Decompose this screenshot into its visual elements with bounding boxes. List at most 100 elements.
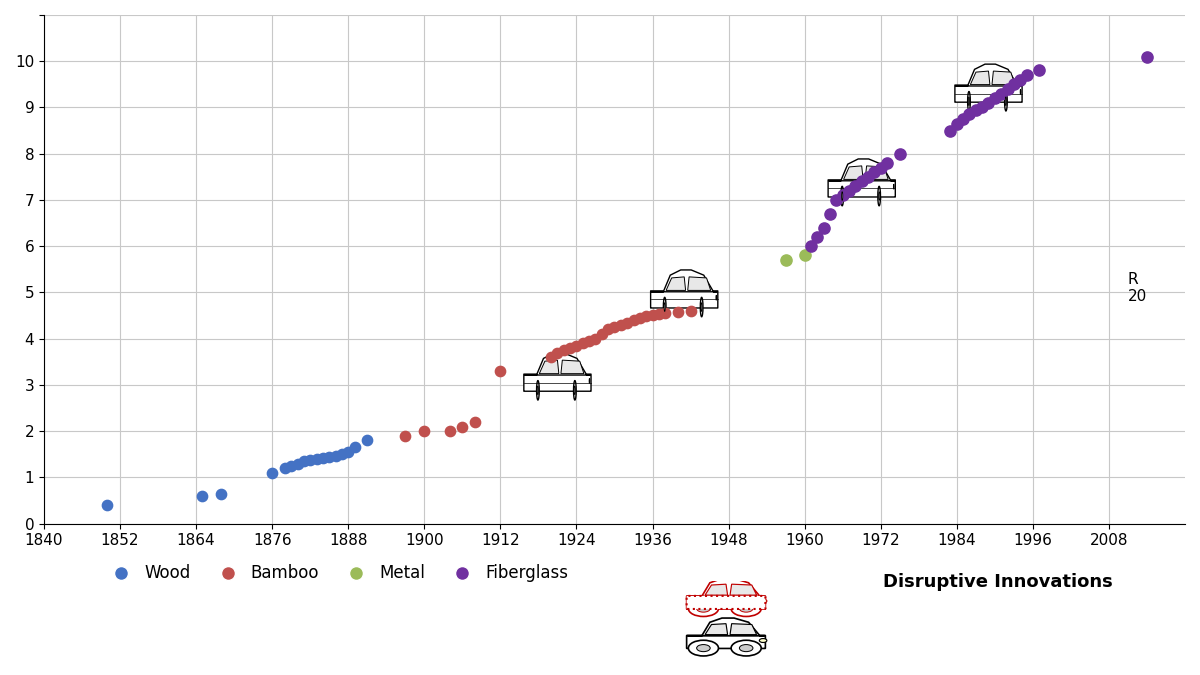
- Circle shape: [760, 599, 767, 603]
- Point: [960, 109, 979, 120]
- Point: [288, 458, 307, 469]
- Point: [1010, 74, 1030, 85]
- Circle shape: [739, 605, 752, 612]
- FancyBboxPatch shape: [686, 596, 766, 609]
- Point: [97, 500, 116, 510]
- Point: [985, 93, 1004, 104]
- Point: [630, 313, 649, 323]
- Point: [840, 186, 859, 196]
- Point: [452, 421, 472, 432]
- Circle shape: [1004, 92, 1007, 111]
- Point: [808, 232, 827, 242]
- Point: [193, 491, 212, 502]
- Polygon shape: [992, 71, 1015, 84]
- Point: [396, 431, 415, 441]
- Point: [814, 222, 833, 233]
- Point: [282, 460, 301, 471]
- Polygon shape: [730, 584, 757, 595]
- Point: [1004, 79, 1024, 90]
- Polygon shape: [730, 624, 757, 634]
- Circle shape: [841, 186, 844, 206]
- Point: [966, 105, 985, 115]
- Polygon shape: [666, 277, 685, 290]
- Polygon shape: [706, 584, 727, 595]
- Point: [655, 307, 674, 318]
- Polygon shape: [539, 360, 559, 374]
- Point: [1138, 51, 1157, 62]
- Point: [611, 319, 630, 330]
- Point: [358, 435, 377, 446]
- Circle shape: [536, 381, 539, 400]
- Polygon shape: [955, 64, 1022, 86]
- Point: [954, 113, 973, 124]
- Circle shape: [697, 645, 710, 651]
- Circle shape: [739, 645, 752, 651]
- Point: [605, 322, 624, 333]
- Circle shape: [697, 605, 710, 612]
- Point: [846, 181, 865, 192]
- Point: [586, 333, 605, 344]
- Point: [852, 176, 871, 187]
- Point: [858, 171, 877, 182]
- Polygon shape: [828, 159, 895, 181]
- Point: [491, 366, 510, 377]
- Point: [319, 452, 338, 462]
- Circle shape: [701, 298, 703, 317]
- Circle shape: [689, 601, 719, 616]
- Point: [574, 338, 593, 349]
- Point: [643, 309, 662, 320]
- Point: [440, 426, 460, 437]
- Point: [212, 488, 232, 499]
- Polygon shape: [650, 270, 718, 292]
- Polygon shape: [688, 277, 710, 290]
- Point: [680, 306, 700, 317]
- Circle shape: [664, 298, 666, 317]
- Point: [301, 454, 320, 465]
- Text: R
20: R 20: [1128, 271, 1147, 304]
- FancyBboxPatch shape: [955, 85, 1022, 102]
- FancyBboxPatch shape: [686, 635, 766, 649]
- Point: [802, 241, 821, 252]
- Point: [991, 88, 1010, 99]
- Circle shape: [574, 381, 576, 400]
- Point: [636, 310, 655, 321]
- Point: [624, 315, 643, 325]
- Point: [580, 335, 599, 346]
- Point: [979, 97, 998, 108]
- Polygon shape: [844, 166, 863, 180]
- Point: [998, 84, 1018, 95]
- Point: [972, 102, 991, 113]
- Point: [294, 456, 313, 466]
- Point: [865, 167, 884, 178]
- Point: [466, 416, 485, 427]
- Legend: Wood, Bamboo, Metal, Fiberglass: Wood, Bamboo, Metal, Fiberglass: [98, 558, 575, 589]
- Circle shape: [689, 641, 719, 656]
- Polygon shape: [560, 360, 584, 374]
- FancyBboxPatch shape: [828, 180, 895, 197]
- Circle shape: [731, 601, 761, 616]
- Polygon shape: [706, 624, 727, 634]
- Polygon shape: [524, 353, 590, 375]
- FancyBboxPatch shape: [686, 596, 766, 609]
- Point: [1030, 65, 1049, 76]
- FancyBboxPatch shape: [650, 291, 718, 308]
- Point: [599, 324, 618, 335]
- Point: [1016, 70, 1036, 80]
- Point: [263, 468, 282, 479]
- Polygon shape: [688, 578, 764, 596]
- Polygon shape: [688, 618, 764, 636]
- Circle shape: [731, 641, 761, 656]
- Point: [618, 317, 637, 328]
- Point: [649, 308, 668, 319]
- Point: [827, 194, 846, 205]
- Polygon shape: [865, 166, 888, 180]
- FancyBboxPatch shape: [524, 374, 592, 392]
- Point: [593, 329, 612, 340]
- Circle shape: [967, 92, 971, 111]
- Point: [326, 450, 346, 461]
- Circle shape: [878, 186, 881, 206]
- Point: [554, 345, 574, 356]
- Point: [548, 347, 568, 358]
- Point: [275, 463, 294, 474]
- Point: [821, 209, 840, 219]
